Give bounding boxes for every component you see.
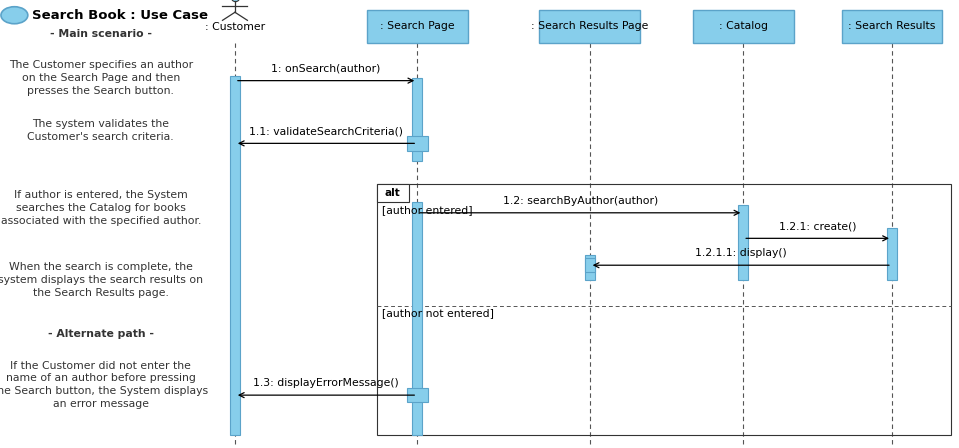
Text: : Search Results Page: : Search Results Page bbox=[531, 22, 648, 31]
Text: If the Customer did not enter the
name of an author before pressing
the Search b: If the Customer did not enter the name o… bbox=[0, 361, 208, 409]
Text: When the search is complete, the
system displays the search results on
the Searc: When the search is complete, the system … bbox=[0, 262, 203, 297]
Bar bbox=[585, 255, 595, 280]
Ellipse shape bbox=[1, 7, 28, 24]
Bar bbox=[412, 202, 422, 435]
Text: 1.3: displayErrorMessage(): 1.3: displayErrorMessage() bbox=[253, 378, 399, 388]
Bar bbox=[692, 10, 794, 43]
Bar bbox=[230, 76, 240, 435]
Bar bbox=[738, 205, 748, 280]
Text: : Search Page: : Search Page bbox=[380, 22, 455, 31]
Text: alt: alt bbox=[385, 188, 401, 198]
Text: 1: onSearch(author): 1: onSearch(author) bbox=[271, 64, 381, 73]
Text: - Main scenario -: - Main scenario - bbox=[50, 29, 152, 39]
Text: : Search Results: : Search Results bbox=[848, 22, 936, 31]
Text: Search Book : Use Case: Search Book : Use Case bbox=[32, 9, 208, 22]
Text: - Alternate path -: - Alternate path - bbox=[48, 329, 153, 339]
Bar bbox=[366, 10, 468, 43]
Text: 1.2.1: create(): 1.2.1: create() bbox=[779, 221, 856, 231]
Text: The Customer specifies an author
on the Search Page and then
presses the Search : The Customer specifies an author on the … bbox=[9, 60, 193, 96]
Bar bbox=[377, 184, 951, 435]
Bar bbox=[407, 388, 428, 402]
Text: The system validates the
Customer's search criteria.: The system validates the Customer's sear… bbox=[28, 119, 174, 142]
Bar bbox=[407, 135, 428, 151]
Text: If author is entered, the System
searches the Catalog for books
associated with : If author is entered, the System searche… bbox=[1, 190, 200, 226]
Text: [author not entered]: [author not entered] bbox=[382, 308, 494, 318]
Text: [author entered]: [author entered] bbox=[382, 205, 472, 215]
Bar bbox=[585, 258, 595, 272]
Text: 1.2.1.1: display(): 1.2.1.1: display() bbox=[695, 248, 786, 258]
Bar bbox=[842, 10, 942, 43]
Text: 1.1: validateSearchCriteria(): 1.1: validateSearchCriteria() bbox=[249, 126, 403, 136]
Bar bbox=[377, 184, 409, 202]
Text: 1.2: searchByAuthor(author): 1.2: searchByAuthor(author) bbox=[503, 196, 658, 206]
Bar bbox=[539, 10, 641, 43]
Bar bbox=[412, 78, 422, 161]
Text: : Customer: : Customer bbox=[205, 22, 265, 32]
Bar bbox=[887, 228, 897, 280]
Text: : Catalog: : Catalog bbox=[718, 22, 768, 31]
